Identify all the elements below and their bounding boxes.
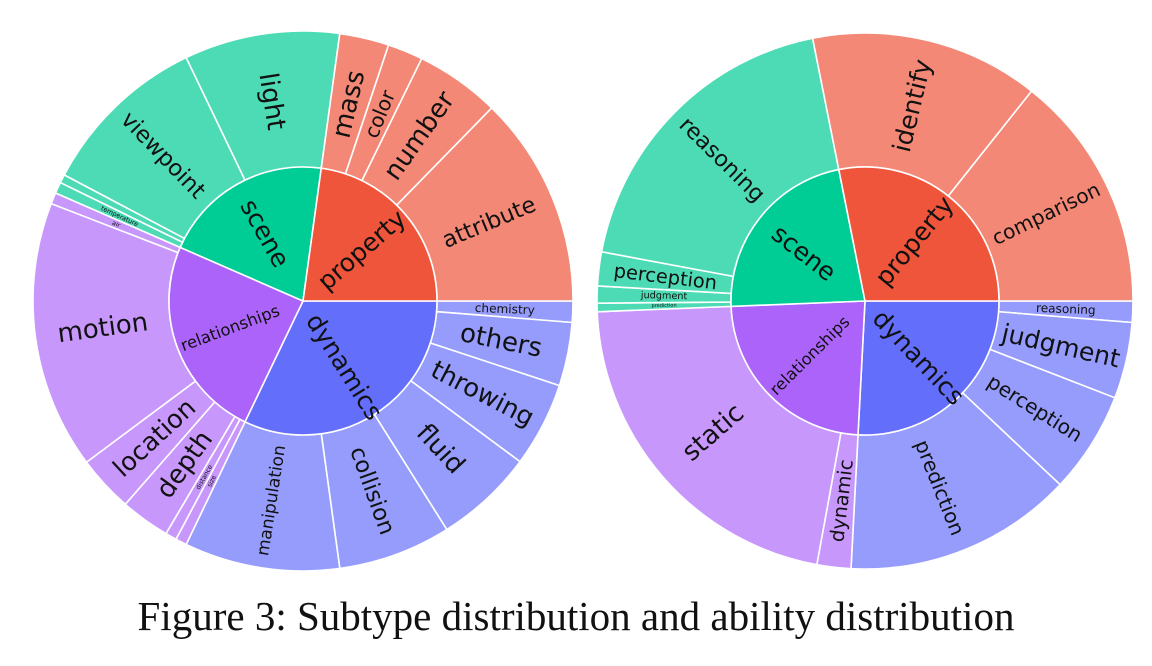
outer-label-prediction: prediction (651, 303, 676, 310)
inner-segment-relationships (168, 246, 305, 423)
outer-label-chemistry: chemistry (475, 301, 536, 317)
inner-segment-dynamics (243, 300, 438, 436)
inner-segment-property (302, 167, 438, 302)
inner-segment-property (837, 166, 1000, 302)
inner-segment-dynamics (857, 300, 1000, 436)
ability-sunburst: reasoningjudgmentperceptionpredictiondyn… (596, 32, 1134, 570)
subtype-sunburst: chemistryothersthrowingfluidcollisionman… (32, 30, 574, 572)
figure-caption: Figure 3: Subtype distribution and abili… (137, 593, 1015, 639)
outer-label-air: air (111, 219, 122, 230)
inner-segment-relationships (730, 300, 866, 436)
inner-segment-scene (179, 166, 323, 303)
outer-label-judgment: judgment (640, 290, 688, 302)
inner-segment-scene (730, 168, 866, 308)
outer-label-reasoning: reasoning (1036, 301, 1096, 317)
